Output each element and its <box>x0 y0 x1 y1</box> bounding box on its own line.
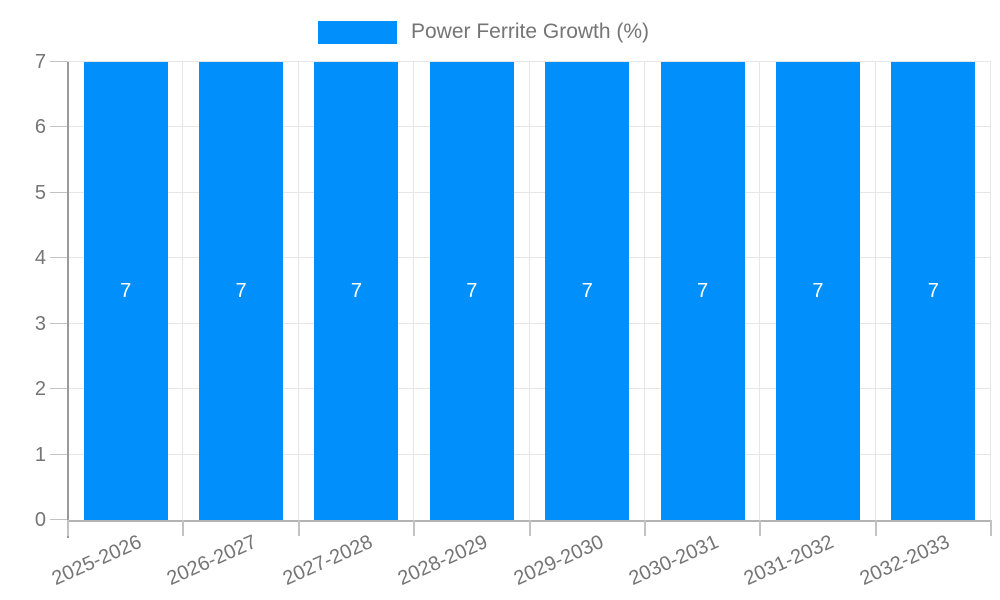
gridline-v <box>413 62 415 520</box>
gridline-h <box>68 126 991 128</box>
y-axis-tick <box>50 257 68 259</box>
gridline-v <box>643 62 645 520</box>
gridline-v <box>759 62 761 520</box>
x-tick-label: 2028-2029 <box>394 530 492 590</box>
bar[interactable] <box>83 62 168 520</box>
x-tick-label: 2027-2028 <box>279 530 376 590</box>
x-axis-tick <box>643 520 646 536</box>
bar[interactable] <box>199 62 284 520</box>
gridline-v <box>182 62 184 520</box>
y-axis-tick <box>50 388 68 390</box>
bar-value-label: 7 <box>812 280 824 302</box>
bar-value-label: 7 <box>466 280 478 302</box>
y-axis-tick <box>50 61 68 62</box>
y-axis-tick <box>50 453 68 455</box>
gridline-h <box>68 453 991 455</box>
gridline-v <box>874 62 876 520</box>
x-axis-tick <box>297 520 300 536</box>
y-tick-label: 1 <box>34 443 46 466</box>
y-tick-label: 7 <box>34 51 46 73</box>
bar-value-label: 7 <box>235 280 247 302</box>
gridline-h <box>68 61 991 62</box>
gridline-v <box>297 62 299 520</box>
x-tick-label: 2026-2027 <box>164 530 261 590</box>
x-tick-label: 2030-2031 <box>625 530 722 590</box>
y-axis-tick <box>50 322 68 324</box>
y-tick-label: 6 <box>34 116 46 139</box>
x-axis-tick <box>413 520 416 536</box>
x-axis-tick <box>182 520 185 536</box>
bar[interactable] <box>891 62 976 520</box>
gridline-h <box>68 257 991 259</box>
bar-value-label: 7 <box>581 280 593 302</box>
bar[interactable] <box>775 62 860 520</box>
x-axis-tick <box>990 520 992 536</box>
bar[interactable] <box>314 62 399 520</box>
gridline-h <box>68 322 991 324</box>
y-axis-tick <box>50 191 68 193</box>
gridline-v <box>990 62 991 520</box>
y-tick-label: 4 <box>34 247 46 270</box>
x-tick-label: 2029-2030 <box>510 530 607 590</box>
x-axis-tick <box>528 520 531 536</box>
bar-value-label: 7 <box>120 280 132 302</box>
x-axis-tick <box>67 520 69 536</box>
gridline-h <box>68 388 991 390</box>
gridline-v <box>528 62 530 520</box>
bar[interactable] <box>660 62 745 520</box>
x-tick-label: 2025-2026 <box>48 530 146 590</box>
y-tick-label: 0 <box>34 509 46 531</box>
y-axis-tick <box>50 126 68 128</box>
bar[interactable] <box>429 62 514 520</box>
y-tick-label: 5 <box>34 181 46 204</box>
gridline-h <box>68 191 991 193</box>
y-tick-label: 2 <box>34 378 46 401</box>
x-tick-label: 2031-2032 <box>740 530 838 590</box>
legend-label: Power Ferrite Growth (%) <box>411 20 650 43</box>
bar-value-label: 7 <box>350 280 362 302</box>
y-tick-label: 3 <box>34 312 46 335</box>
bar-value-label: 7 <box>697 280 709 302</box>
y-axis-tick <box>50 519 68 520</box>
bar[interactable] <box>545 62 630 520</box>
x-tick-label: 2032-2033 <box>856 530 953 590</box>
legend-swatch <box>318 20 397 44</box>
y-axis-line <box>67 62 69 538</box>
x-axis-tick <box>759 520 762 536</box>
legend-item[interactable]: Power Ferrite Growth (%) <box>318 20 649 44</box>
x-axis-tick <box>874 520 877 536</box>
bar-value-label: 7 <box>927 280 939 302</box>
